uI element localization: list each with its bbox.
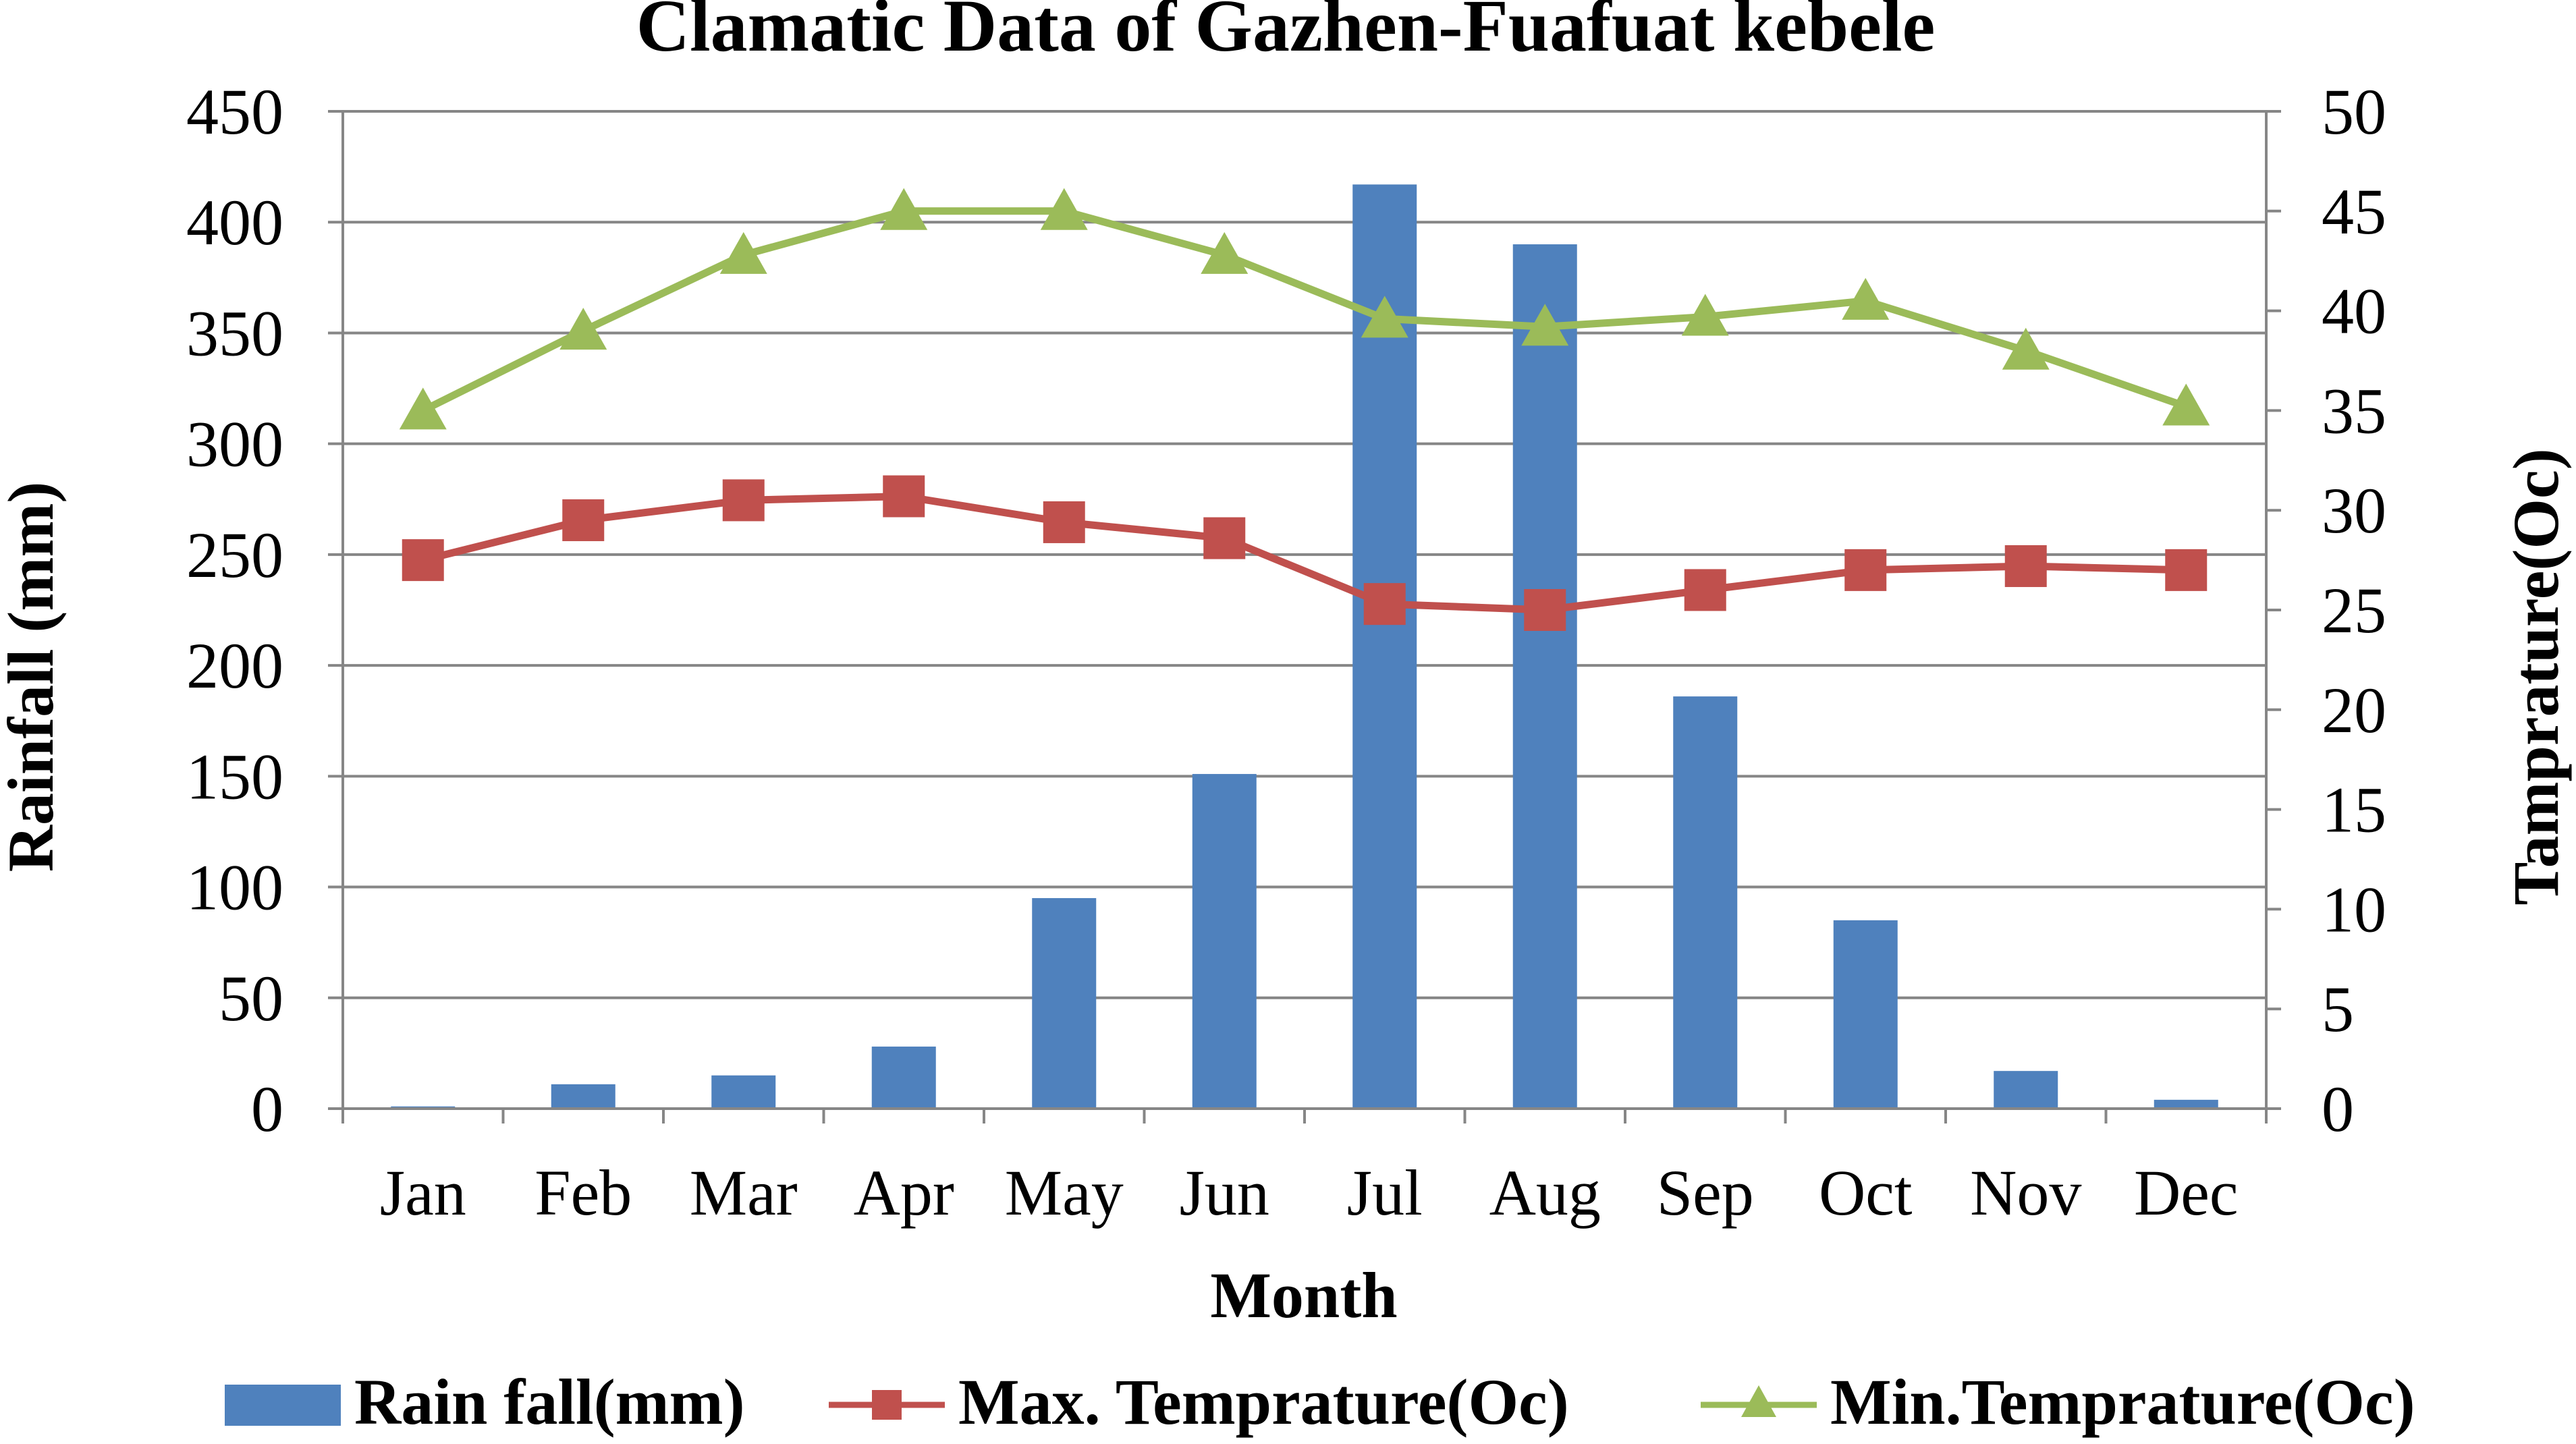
- marker-min-temp-jan: [399, 387, 447, 430]
- x-tick-label: Dec: [2134, 1157, 2239, 1229]
- gridlines: [343, 110, 2266, 999]
- marker-max-temp-may: [1043, 501, 1085, 543]
- marker-min-temp-nov: [2002, 327, 2050, 370]
- legend-key-rainfall: [225, 1385, 341, 1426]
- x-tick-label: Feb: [535, 1157, 632, 1229]
- marker-min-temp-sep: [1681, 294, 1729, 336]
- tick-labels: 0 50 100 150 200 250 300 350 400 450 0 5 10 15 20 25 30 3…: [186, 76, 2386, 1229]
- marker-max-temp-dec: [2165, 549, 2208, 591]
- y2-tick-label: 50: [2322, 76, 2386, 148]
- marker-max-temp-mar: [722, 479, 765, 522]
- marker-min-temp-may: [1040, 188, 1088, 230]
- y2-tick-label: 45: [2322, 175, 2386, 248]
- y2-tick-label: 5: [2322, 973, 2354, 1045]
- x-tick-label: Sep: [1657, 1157, 1754, 1229]
- y-tick-label: 150: [186, 740, 283, 812]
- legend: Rain fall(mm) Max. Temprature(Oc) Min.Te…: [225, 1366, 2415, 1438]
- marker-min-temp-mar: [719, 231, 767, 274]
- x-tick-label: Oct: [1819, 1157, 1913, 1229]
- marker-min-temp-apr: [880, 188, 928, 230]
- marker-min-temp-jun: [1201, 231, 1249, 274]
- legend-key-min-temp-marker: [1741, 1385, 1776, 1417]
- bar-rainfall-sep: [1673, 696, 1738, 1109]
- bar-rainfall-jun: [1192, 774, 1257, 1109]
- chart-title: Clamatic Data of Gazhen-Fuafuat kebele: [636, 0, 1936, 67]
- marker-min-temp-dec: [2162, 383, 2210, 426]
- bar-rainfall-may: [1032, 897, 1097, 1109]
- y2-tick-label: 20: [2322, 674, 2386, 746]
- bar-rainfall-jul: [1352, 184, 1417, 1109]
- axes: [328, 110, 2281, 1123]
- marker-max-temp-jun: [1203, 517, 1246, 559]
- marker-max-temp-oct: [1844, 549, 1887, 591]
- y-tick-label: 300: [186, 408, 283, 480]
- marker-min-temp-feb: [559, 308, 607, 350]
- bar-rainfall-dec: [2154, 1099, 2218, 1109]
- marker-max-temp-aug: [1524, 589, 1566, 631]
- y2-tick-label: 35: [2322, 374, 2386, 447]
- marker-max-temp-feb: [562, 499, 605, 541]
- legend-label-rainfall: Rain fall(mm): [354, 1366, 745, 1438]
- bar-rainfall-oct: [1833, 920, 1898, 1109]
- y2-tick-label: 25: [2322, 574, 2386, 646]
- x-tick-label: Jun: [1180, 1157, 1269, 1229]
- line-min-temp: [421, 207, 2188, 414]
- bar-rainfall-aug: [1512, 244, 1577, 1109]
- y2-axis-title: Tamprature(Oc): [2500, 448, 2572, 905]
- y2-tick-label: 30: [2322, 474, 2386, 547]
- x-tick-label: May: [1005, 1157, 1124, 1229]
- marker-min-temp-oct: [1842, 277, 1890, 320]
- y2-tick-label: 10: [2322, 873, 2386, 945]
- x-tick-label: Mar: [690, 1157, 798, 1229]
- marker-max-temp-nov: [2004, 545, 2047, 587]
- y-tick-label: 100: [186, 852, 283, 924]
- y-tick-label: 200: [186, 630, 283, 702]
- marker-max-temp-jul: [1363, 583, 1406, 626]
- y-tick-label: 50: [219, 962, 283, 1034]
- y-tick-label: 250: [186, 519, 283, 591]
- y2-tick-label: 15: [2322, 774, 2386, 846]
- y-axis-title: Rainfall (mm): [0, 482, 67, 872]
- legend-key-max-temp-marker: [872, 1390, 902, 1420]
- marker-max-temp-sep: [1684, 569, 1726, 611]
- bar-rainfall-mar: [711, 1075, 776, 1109]
- y-tick-label: 0: [251, 1073, 283, 1145]
- y-tick-label: 400: [186, 186, 283, 258]
- rainfall-bars: [391, 184, 2218, 1109]
- line-max-temp: [422, 493, 2187, 614]
- marker-min-temp-aug: [1521, 304, 1569, 346]
- bar-rainfall-nov: [1994, 1071, 2058, 1109]
- bar-rainfall-apr: [871, 1047, 936, 1109]
- marker-max-temp-jan: [402, 539, 444, 582]
- y2-tick-label: 0: [2322, 1073, 2354, 1145]
- y-tick-label: 350: [186, 297, 283, 369]
- x-axis-title: Month: [1210, 1259, 1397, 1331]
- x-tick-label: Jan: [380, 1157, 466, 1229]
- x-tick-label: Nov: [1970, 1157, 2081, 1229]
- legend-label-max-temp: Max. Temprature(Oc): [958, 1366, 1569, 1438]
- y-tick-label: 450: [186, 76, 283, 148]
- legend-label-min-temp: Min.Temprature(Oc): [1830, 1366, 2415, 1438]
- marker-min-temp-jul: [1361, 296, 1408, 338]
- temperature-lines: [399, 188, 2210, 631]
- y2-tick-label: 40: [2322, 275, 2386, 348]
- marker-max-temp-apr: [883, 475, 925, 518]
- x-tick-label: Apr: [854, 1157, 954, 1229]
- x-tick-label: Jul: [1347, 1157, 1423, 1229]
- x-tick-label: Aug: [1489, 1157, 1601, 1229]
- bar-rainfall-feb: [551, 1084, 615, 1109]
